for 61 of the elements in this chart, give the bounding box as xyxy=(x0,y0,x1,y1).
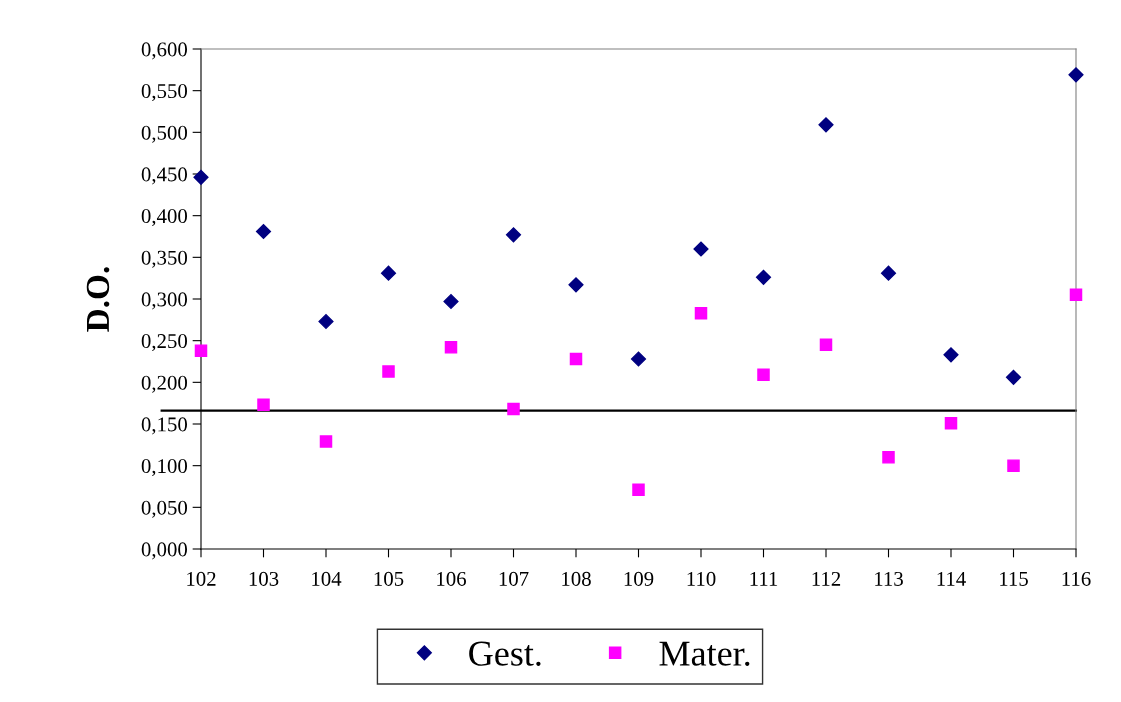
x-tick-label: 108 xyxy=(562,571,591,586)
y-tick-label: 0,450 xyxy=(141,167,188,185)
x-tick-label: 111 xyxy=(750,571,778,586)
y-axis-title: D.O. xyxy=(86,267,110,332)
point xyxy=(257,398,270,412)
y-tick-label: 0,550 xyxy=(141,84,188,102)
point xyxy=(382,365,395,378)
x-tick-label: 113 xyxy=(875,571,903,586)
y-tick-label: 0,100 xyxy=(141,459,188,477)
point xyxy=(1007,459,1020,472)
point xyxy=(882,451,895,464)
y-tick-label: 0,050 xyxy=(141,500,188,518)
point xyxy=(632,483,645,497)
y-tick-label: 0,500 xyxy=(141,125,188,143)
x-tick-label: 106 xyxy=(437,571,466,586)
point xyxy=(880,265,897,281)
point xyxy=(568,277,584,293)
point xyxy=(444,341,458,354)
point xyxy=(194,344,208,357)
point xyxy=(1005,369,1022,385)
point xyxy=(380,265,397,281)
point xyxy=(318,313,334,330)
y-tick-label: 0,250 xyxy=(141,334,188,352)
y-tick-label: 0,150 xyxy=(141,417,188,435)
x-tick-label: 112 xyxy=(812,571,841,586)
legend-label: Gest. xyxy=(469,641,541,666)
point xyxy=(569,352,583,366)
point xyxy=(693,241,709,257)
x-tick-label: 114 xyxy=(937,571,966,586)
point xyxy=(694,306,708,320)
y-tick-label: 0,000 xyxy=(141,542,188,560)
point xyxy=(1069,288,1083,302)
point xyxy=(507,402,520,416)
legend-label: Mater. xyxy=(659,641,750,666)
y-tick-label: 0,350 xyxy=(141,250,188,268)
x-tick-label: 110 xyxy=(687,571,716,586)
x-tick-label: 107 xyxy=(499,571,529,586)
point xyxy=(505,227,522,243)
y-tick-label: 0,200 xyxy=(141,375,188,393)
point xyxy=(818,117,834,133)
y-tick-label: 0,400 xyxy=(141,209,188,227)
point xyxy=(944,416,958,430)
point xyxy=(255,223,272,240)
x-tick-label: 105 xyxy=(374,571,404,586)
x-tick-label: 116 xyxy=(1062,571,1091,586)
point xyxy=(819,338,833,352)
x-tick-label: 104 xyxy=(312,571,342,586)
point xyxy=(1068,67,1084,83)
point xyxy=(943,347,959,363)
point xyxy=(755,269,772,285)
x-tick-label: 115 xyxy=(1000,571,1028,586)
x-tick-label: 103 xyxy=(249,571,279,586)
point xyxy=(630,351,647,367)
point xyxy=(193,169,209,185)
y-tick-label: 0,300 xyxy=(141,292,188,310)
x-tick-label: 102 xyxy=(187,571,216,586)
x-tick-label: 109 xyxy=(624,571,654,586)
y-tick-label: 0,600 xyxy=(141,42,188,60)
point xyxy=(757,368,770,382)
point xyxy=(443,293,459,310)
point xyxy=(319,435,333,448)
